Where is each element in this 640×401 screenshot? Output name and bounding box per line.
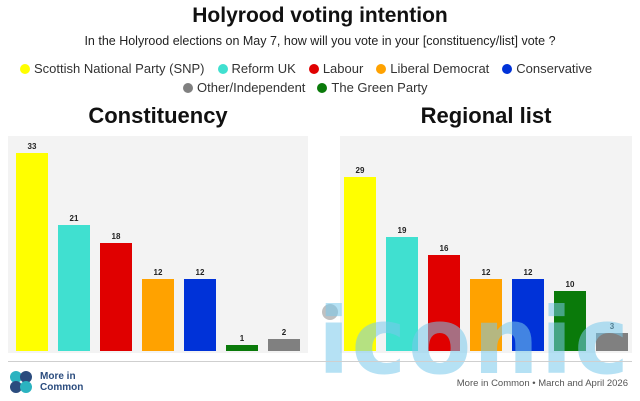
logo-text: More in Common xyxy=(40,371,84,393)
chart-title: Holyrood voting intention xyxy=(192,4,448,27)
legend-swatch xyxy=(20,63,30,74)
bar-value-label: 12 xyxy=(524,268,533,277)
bar-value-label: 2 xyxy=(282,328,287,337)
constituency-title: Constituency xyxy=(88,103,228,128)
footer-divider xyxy=(8,361,632,362)
regional-list-panel: 29 19 16 12 12 10 3 xyxy=(340,136,632,353)
legend-swatch xyxy=(502,63,513,74)
bar-value-label: 3 xyxy=(610,322,615,331)
legend-swatch xyxy=(217,63,228,74)
bar-2 xyxy=(428,255,460,351)
legend-swatch xyxy=(317,82,328,93)
bar-value-label: 1 xyxy=(240,334,245,343)
bar-value-label: 18 xyxy=(112,232,121,241)
legend-label: Liberal Democrat xyxy=(390,61,490,76)
watermark: iconic xyxy=(318,288,631,395)
legend: Scottish National Party (SNP) Reform UK … xyxy=(20,59,630,97)
more-in-common-logo-icon xyxy=(10,371,32,393)
more-in-common-logo: More in Common xyxy=(8,369,90,395)
watermark-dot xyxy=(322,304,338,320)
bar-value-label: 10 xyxy=(566,280,575,289)
bar-2 xyxy=(100,243,132,351)
bar-6 xyxy=(268,339,300,351)
bar-0 xyxy=(344,177,376,351)
legend-row-2: Other/Independent The Green Party xyxy=(20,78,630,97)
legend-item-snp: Scottish National Party (SNP) xyxy=(20,59,205,78)
bar-value-label: 12 xyxy=(196,268,205,277)
bar-1 xyxy=(58,225,90,351)
legend-label: Scottish National Party (SNP) xyxy=(34,61,205,76)
bar-value-label: 19 xyxy=(398,226,407,235)
legend-item-libdem: Liberal Democrat xyxy=(376,59,489,78)
legend-label: Labour xyxy=(322,61,364,76)
bar-value-label: 29 xyxy=(356,166,365,175)
bar-value-label: 12 xyxy=(482,268,491,277)
bar-value-label: 16 xyxy=(440,244,449,253)
bar-value-label: 12 xyxy=(154,268,163,277)
bar-0 xyxy=(16,153,48,351)
legend-label: Reform UK xyxy=(231,61,296,76)
legend-label: Conservative xyxy=(516,61,593,76)
legend-swatch xyxy=(183,82,193,93)
legend-item-conservative: Conservative xyxy=(502,59,592,78)
legend-item-green: The Green Party xyxy=(317,78,428,97)
bar-5 xyxy=(554,291,586,351)
legend-swatch xyxy=(376,63,387,74)
bar-value-label: 33 xyxy=(28,142,37,151)
bar-6 xyxy=(596,333,628,351)
legend-label: The Green Party xyxy=(331,80,428,95)
regional-list-title: Regional list xyxy=(420,103,552,128)
bar-3 xyxy=(470,279,502,351)
constituency-panel: 33 21 18 12 12 1 2 xyxy=(8,136,308,353)
regional-list-chart: 29 19 16 12 12 10 3 xyxy=(344,166,628,351)
legend-swatch xyxy=(308,63,319,74)
bar-5 xyxy=(226,345,258,351)
chart-subtitle: In the Holyrood elections on May 7, how … xyxy=(84,34,556,48)
bar-4 xyxy=(512,279,544,351)
bar-4 xyxy=(184,279,216,351)
legend-item-other: Other/Independent xyxy=(183,78,305,97)
bar-3 xyxy=(142,279,174,351)
source-note: More in Common • March and April 2026 xyxy=(456,378,628,389)
legend-item-reform: Reform UK xyxy=(217,59,296,78)
bar-value-label: 21 xyxy=(70,214,79,223)
bar-1 xyxy=(386,237,418,351)
legend-item-labour: Labour xyxy=(308,59,364,78)
legend-label: Other/Independent xyxy=(197,80,306,95)
legend-row-1: Scottish National Party (SNP) Reform UK … xyxy=(20,59,630,78)
